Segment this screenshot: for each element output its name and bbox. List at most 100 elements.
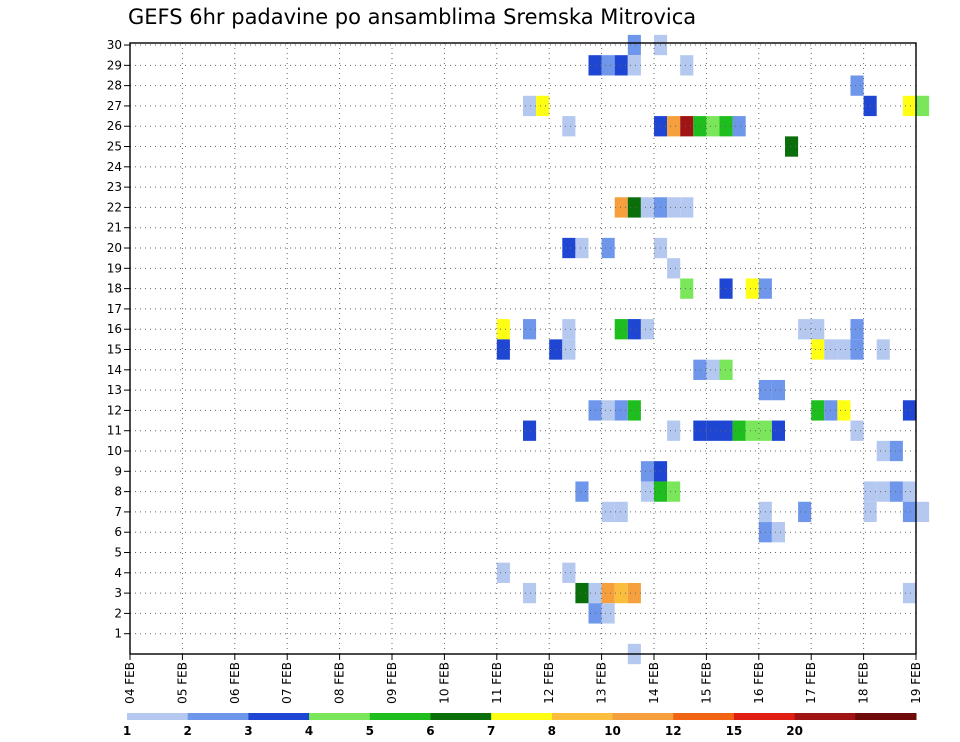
- heatmap-cell: [916, 95, 930, 117]
- y-tick-label: 1: [114, 627, 122, 641]
- heatmap-cell: [693, 116, 707, 137]
- x-tick-label: 13 FEB: [595, 662, 609, 704]
- heatmap-cell: [523, 582, 537, 604]
- heatmap-cell: [667, 258, 681, 279]
- heatmap-cell: [614, 501, 628, 523]
- legend-swatch: [369, 713, 431, 720]
- heatmap-cell: [575, 237, 589, 259]
- heatmap-cell: [536, 95, 550, 117]
- heatmap-cell: [523, 319, 537, 340]
- heatmap-cell: [575, 582, 589, 604]
- heatmap-cell: [562, 237, 576, 259]
- heatmap-cell: [627, 400, 641, 421]
- heatmap-cell: [667, 197, 681, 218]
- x-tick-label: 08 FEB: [333, 662, 347, 704]
- heatmap-cell: [798, 319, 812, 340]
- heatmap-cell: [785, 136, 799, 157]
- y-tick-label: 28: [107, 79, 122, 93]
- heatmap-cell: [601, 603, 615, 624]
- heatmap-cell: [640, 197, 654, 218]
- heatmap-cell: [876, 481, 890, 502]
- heatmap-cell: [876, 339, 890, 360]
- x-tick-label: 04 FEB: [123, 662, 137, 704]
- heatmap-cell: [706, 359, 720, 380]
- heatmap-cell: [771, 379, 785, 401]
- x-tick-label: 10 FEB: [437, 662, 451, 704]
- y-axis: 1234567891011121314151617181920212223242…: [107, 38, 130, 641]
- heatmap-cell: [640, 481, 654, 502]
- legend-swatch: [855, 713, 917, 720]
- heatmap-cell: [627, 197, 641, 218]
- heatmap-cell: [562, 319, 576, 340]
- heatmap-cell: [562, 116, 576, 137]
- legend-swatch: [430, 713, 492, 720]
- legend-swatch: [794, 713, 856, 720]
- plot-frame: [129, 42, 917, 655]
- heatmap-cell: [601, 237, 615, 259]
- heatmap-cell: [798, 501, 812, 523]
- y-tick-label: 7: [114, 505, 122, 519]
- legend-swatch: [733, 713, 796, 720]
- y-tick-label: 13: [107, 383, 122, 397]
- y-tick-label: 22: [107, 200, 122, 214]
- heatmap-cell: [693, 420, 707, 441]
- heatmap-cell: [745, 420, 759, 441]
- x-tick-label: 06 FEB: [228, 662, 242, 704]
- heatmap-cell: [850, 420, 864, 441]
- heatmap-cell: [719, 359, 733, 380]
- x-tick-label: 05 FEB: [175, 662, 189, 704]
- legend-swatch: [551, 713, 614, 720]
- heatmap-cell: [614, 197, 628, 218]
- x-tick-label: 14 FEB: [647, 662, 661, 704]
- legend-swatch: [309, 713, 371, 720]
- heatmap-cell: [902, 582, 916, 604]
- y-tick-label: 21: [107, 221, 122, 235]
- y-tick-label: 5: [114, 546, 122, 560]
- heatmap-cell: [640, 319, 654, 340]
- y-tick-label: 14: [107, 363, 122, 377]
- y-tick-label: 15: [107, 343, 122, 357]
- heatmap-cell: [732, 116, 746, 137]
- y-tick-label: 11: [107, 424, 122, 438]
- heatmap-cell: [902, 95, 916, 117]
- legend-label: 15: [726, 724, 743, 738]
- y-tick-label: 29: [107, 58, 122, 72]
- x-axis: 04 FEB 05 FEB 06 FEB 07 FEB 08 FEB 09 FEB 10 F…: [123, 654, 923, 704]
- heatmap-cell: [850, 339, 864, 360]
- legend-swatch: [673, 713, 735, 720]
- legend-swatch: [612, 713, 674, 720]
- legend-label: 6: [426, 724, 434, 738]
- heatmap-cell: [601, 582, 615, 604]
- legend-swatch: [127, 713, 189, 720]
- heatmap-cell: [523, 95, 537, 117]
- heatmap-cell: [889, 440, 903, 462]
- legend-label: 10: [604, 724, 621, 738]
- heatmap-cell: [771, 420, 785, 441]
- legend-label: 3: [244, 724, 252, 738]
- heatmap-cell: [837, 400, 851, 421]
- heatmap-cell: [745, 278, 759, 299]
- y-tick-label: 17: [107, 302, 122, 316]
- x-tick-label: 18 FEB: [857, 662, 871, 704]
- y-tick-label: 30: [107, 38, 122, 52]
- heatmap-cell: [601, 400, 615, 421]
- legend-label: 20: [786, 724, 803, 738]
- heatmap-cell: [732, 420, 746, 441]
- legend-label: 8: [548, 724, 556, 738]
- heatmap-cell: [496, 339, 510, 360]
- heatmap-cell: [680, 197, 694, 218]
- heatmap-cell: [889, 481, 903, 502]
- x-tick-label: 15 FEB: [699, 662, 713, 704]
- heatmap-cell: [562, 339, 576, 360]
- heatmap-cell: [680, 278, 694, 299]
- y-tick-label: 6: [114, 525, 122, 539]
- heatmap-cell: [719, 278, 733, 299]
- heatmap-cell: [614, 582, 628, 604]
- legend-label: 4: [305, 724, 313, 738]
- y-tick-label: 2: [114, 606, 122, 620]
- legend-label: 2: [184, 724, 192, 738]
- x-tick-label: 11 FEB: [490, 662, 504, 704]
- heatmap-cell: [719, 420, 733, 441]
- heatmap-cell: [496, 562, 510, 583]
